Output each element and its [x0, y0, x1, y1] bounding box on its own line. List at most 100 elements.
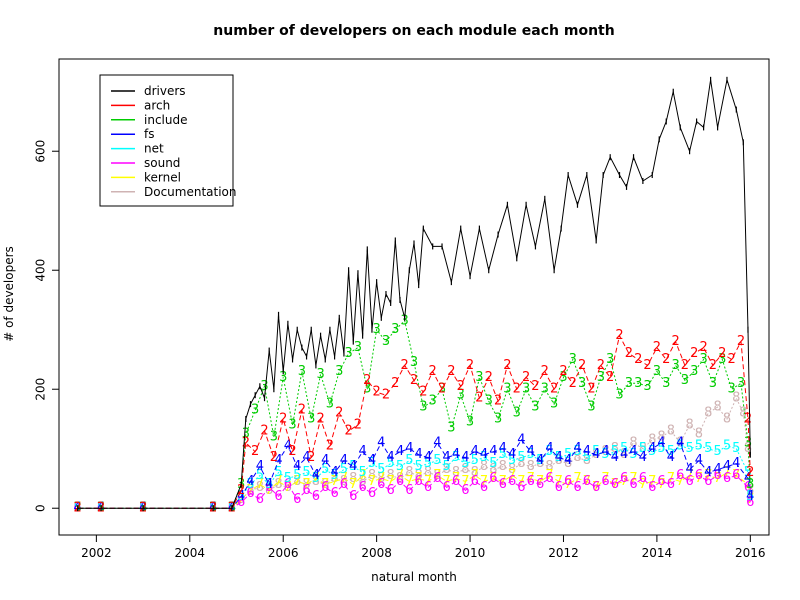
data-point: 6 [489, 471, 497, 486]
data-point: 3 [513, 406, 521, 421]
data-point: 8 [648, 432, 656, 447]
data-point: 5 [527, 447, 535, 462]
x-axis-label: natural month [371, 570, 457, 584]
data-point: 3 [597, 370, 605, 385]
data-point: 4 [744, 471, 752, 486]
data-point: 2 [326, 438, 334, 453]
data-point: 4 [340, 453, 348, 468]
data-point: 3 [447, 420, 455, 435]
data-point: 8 [657, 429, 665, 444]
data-point: 6 [405, 483, 413, 498]
legend-label: net [144, 142, 164, 156]
data-point: 7 [274, 474, 282, 489]
data-point: 4 [695, 453, 703, 468]
data-point: 6 [611, 477, 619, 492]
data-point: 6 [471, 474, 479, 489]
data-point: 8 [415, 468, 423, 483]
data-point: 3 [260, 379, 268, 394]
data-point: 6 [433, 471, 441, 486]
data-point: 7 [377, 471, 385, 486]
data-point: 5 [256, 468, 264, 483]
data-point: 6 [461, 483, 469, 498]
data-point: 2 [335, 406, 343, 421]
data-point: 8 [695, 426, 703, 441]
data-point: 8 [452, 465, 460, 480]
data-point: 7 [321, 477, 329, 492]
data-point: 3 [307, 411, 315, 426]
data-point: 6 [704, 474, 712, 489]
legend-label: fs [144, 127, 154, 141]
data-point: 2 [447, 364, 455, 379]
data-point: 4 [349, 459, 357, 474]
data-point: 3 [744, 435, 752, 450]
y-tick-label: 200 [34, 378, 48, 401]
data-point: 3 [531, 400, 539, 415]
data-point: 7 [648, 474, 656, 489]
data-point: 7 [302, 477, 310, 492]
data-point: 3 [372, 322, 380, 337]
data-point: 8 [330, 471, 338, 486]
data-point: 8 [237, 492, 245, 507]
data-point: 5 [704, 441, 712, 456]
data-point: 5 [713, 444, 721, 459]
data-point: 8 [639, 441, 647, 456]
data-point: 4 [657, 435, 665, 450]
data-point: 3 [270, 429, 278, 444]
data-point: 3 [587, 400, 595, 415]
data-point: 8 [732, 391, 740, 406]
data-point: 7 [704, 468, 712, 483]
data-point: 4 [246, 474, 254, 489]
x-tick-label: 2002 [81, 546, 112, 560]
data-point: 6 [349, 489, 357, 504]
data-point: 7 [405, 474, 413, 489]
data-point: 8 [601, 444, 609, 459]
data-point: 2 [494, 394, 502, 409]
data-point: 6 [415, 474, 423, 489]
data-point: 6 [358, 480, 366, 495]
data-point: 2 [354, 417, 362, 432]
x-tick-label: 2016 [735, 546, 766, 560]
data-point: 3 [643, 379, 651, 394]
data-point: 7 [527, 471, 535, 486]
data-point: 2 [344, 423, 352, 438]
data-point: 7 [358, 468, 366, 483]
data-point: 7 [349, 477, 357, 492]
data-point: 2 [662, 352, 670, 367]
data-point: 5 [657, 441, 665, 456]
data-point: 7 [611, 477, 619, 492]
data-point: 5 [732, 441, 740, 456]
data-point: 4 [256, 459, 264, 474]
data-point: 7 [499, 474, 507, 489]
data-point: 3 [326, 397, 334, 412]
x-tick-label: 2008 [361, 546, 392, 560]
data-point: 3 [671, 358, 679, 373]
data-point: 5 [321, 462, 329, 477]
data-point: 3 [522, 382, 530, 397]
data-point: 3 [653, 364, 661, 379]
data-point: 4 [302, 450, 310, 465]
data-point: 6 [536, 477, 544, 492]
data-point: 5 [480, 450, 488, 465]
data-point: 2 [559, 364, 567, 379]
data-point: 6 [657, 474, 665, 489]
data-point: 2 [681, 358, 689, 373]
data-point: 5 [723, 438, 731, 453]
data-point: 6 [237, 495, 245, 510]
data-point: 6 [601, 474, 609, 489]
data-point: 5 [358, 465, 366, 480]
data-point: 7 [237, 492, 245, 507]
data-point: 3 [251, 403, 259, 418]
data-point: 2 [401, 358, 409, 373]
data-point: 7 [536, 474, 544, 489]
data-point: 5 [744, 465, 752, 480]
data-point: 6 [648, 480, 656, 495]
data-point: 2 [569, 376, 577, 391]
series-line-fs [77, 438, 751, 509]
data-point: 2 [737, 334, 745, 349]
data-point: 8 [583, 453, 591, 468]
data-point: 2 [438, 382, 446, 397]
data-point: 8 [377, 471, 385, 486]
data-point: 7 [293, 474, 301, 489]
data-point: 8 [536, 456, 544, 471]
data-point: 4 [433, 435, 441, 450]
